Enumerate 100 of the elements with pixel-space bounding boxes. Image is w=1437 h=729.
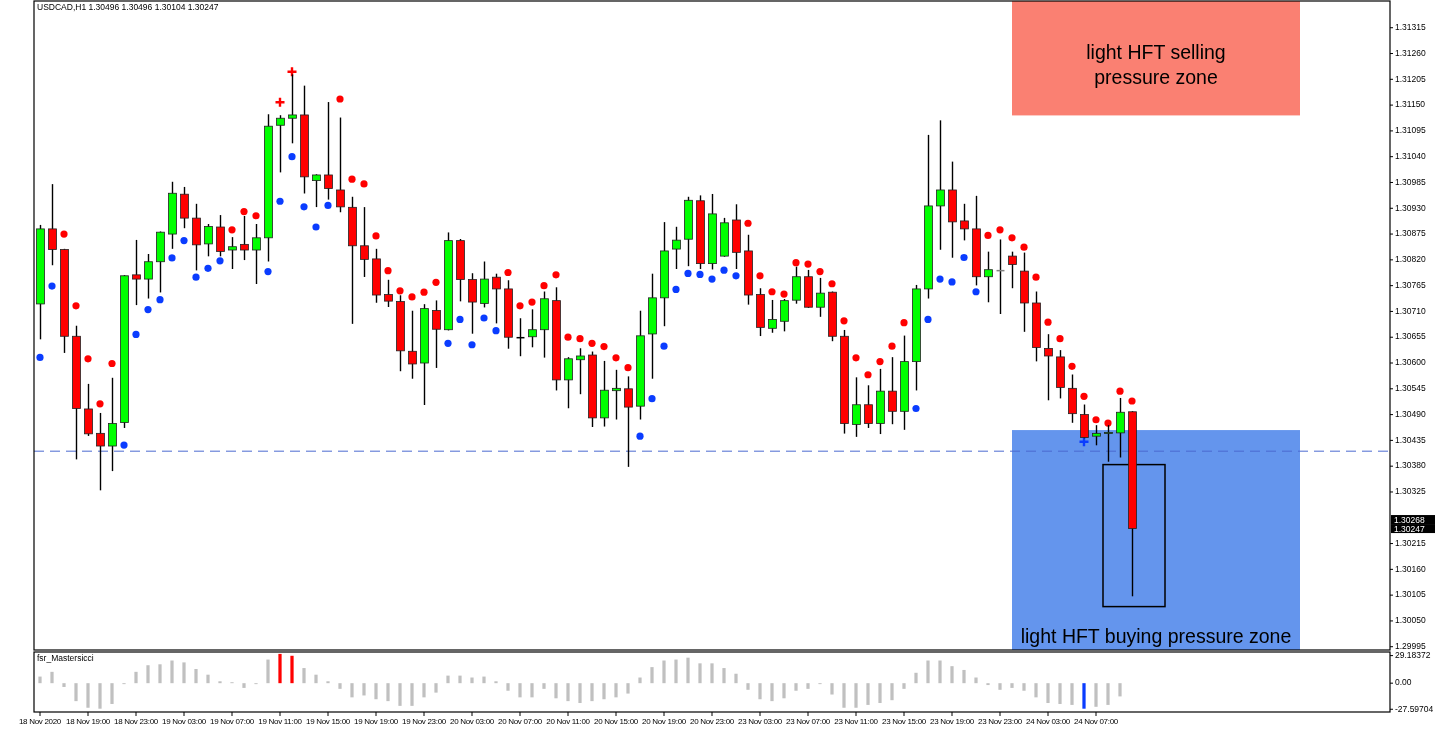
y-tick-label: 1.30160 (1395, 563, 1426, 574)
bar (974, 677, 978, 684)
bar (854, 683, 858, 708)
point (816, 267, 824, 276)
x-tick-label: 19 Nov 15:00 (306, 717, 351, 726)
point (48, 282, 56, 290)
point (624, 364, 632, 372)
bar (86, 683, 90, 708)
point (1056, 335, 1064, 343)
bar (74, 683, 78, 702)
point (108, 359, 116, 368)
point (192, 273, 200, 281)
bar (782, 683, 786, 699)
point (684, 269, 692, 278)
band-label: light HFT selling pressure zone (1086, 40, 1226, 88)
y-tick-label: 1.30820 (1395, 254, 1426, 265)
x-tick-label: 20 Nov 03:00 (450, 717, 495, 726)
point (216, 257, 224, 265)
candlestick (612, 369, 621, 420)
bar (878, 683, 882, 704)
bar (62, 683, 66, 687)
point (600, 343, 608, 351)
bar (962, 669, 966, 684)
candlestick (1116, 397, 1125, 458)
x-tick-label: 19 Nov 11:00 (258, 717, 303, 726)
candlestick (48, 184, 57, 266)
y-tick-label: 0.00 (1395, 677, 1412, 688)
text: 1.30247 (1394, 523, 1425, 534)
bar (458, 675, 462, 684)
point (132, 330, 140, 339)
bar (182, 662, 186, 684)
x-tick-label: 23 Nov 15:00 (882, 717, 927, 726)
point (504, 268, 512, 277)
bar (758, 683, 762, 700)
candlestick (360, 207, 369, 277)
candlestick (960, 203, 969, 241)
bar (194, 669, 198, 684)
point (1128, 397, 1136, 405)
bar (1094, 683, 1098, 707)
point (480, 314, 488, 322)
candlestick (228, 237, 237, 269)
bar (626, 683, 630, 694)
bar (1082, 683, 1086, 709)
y-tick-label: 1.30380 (1395, 460, 1426, 471)
bar (578, 683, 582, 704)
point (648, 395, 656, 403)
bar (902, 683, 906, 689)
point (360, 180, 368, 188)
bar (470, 677, 474, 684)
x-tick-label: 23 Nov 07:00 (786, 717, 831, 726)
y-tick-label: 1.31260 (1395, 47, 1426, 58)
y-tick-label: 1.31205 (1395, 73, 1426, 84)
candlestick (252, 223, 261, 284)
point (408, 293, 416, 301)
x-tick-label: 19 Nov 03:00 (162, 717, 207, 726)
x-tick-label: 19 Nov 07:00 (210, 717, 255, 726)
y-tick-label: 1.31095 (1395, 125, 1426, 136)
y-tick-label: 1.30600 (1395, 357, 1426, 368)
candlestick (816, 277, 825, 317)
point (72, 302, 80, 310)
point (1020, 243, 1028, 251)
point (288, 153, 296, 161)
candlestick (672, 226, 681, 269)
y-tick-label: 1.30050 (1395, 615, 1426, 626)
bar (1010, 683, 1014, 688)
text: 1.30268 (1394, 514, 1425, 525)
point (96, 400, 104, 408)
bar (806, 683, 810, 689)
point (456, 315, 464, 323)
candlestick (984, 251, 993, 303)
point (276, 197, 284, 205)
point (1068, 362, 1076, 370)
point (180, 237, 188, 245)
bar (890, 683, 894, 701)
candlestick (384, 279, 393, 307)
y-tick-label: 1.30930 (1395, 202, 1426, 213)
y-tick-label: 1.30985 (1395, 176, 1426, 187)
point (1116, 387, 1124, 395)
bar (302, 668, 306, 684)
candlestick (1092, 425, 1101, 446)
bar (914, 672, 918, 684)
bar (770, 683, 774, 702)
point (984, 231, 992, 240)
point (252, 212, 260, 220)
x-tick-label: 20 Nov 23:00 (690, 717, 735, 726)
x-tick-label: 23 Nov 23:00 (978, 717, 1023, 726)
bar (674, 659, 678, 684)
bar (746, 683, 750, 690)
bar (206, 674, 210, 684)
chart-title: USDCAD,H1 1.30496 1.30496 1.30104 1.30247 (37, 2, 219, 12)
point (156, 296, 164, 304)
point (768, 288, 776, 296)
bar (362, 683, 366, 696)
point (756, 272, 764, 280)
point (972, 288, 980, 296)
bar (1070, 683, 1074, 705)
bar (242, 683, 246, 688)
candlestick (852, 377, 861, 437)
x-tick-label: 19 Nov 23:00 (402, 717, 447, 726)
candlestick (408, 310, 417, 379)
